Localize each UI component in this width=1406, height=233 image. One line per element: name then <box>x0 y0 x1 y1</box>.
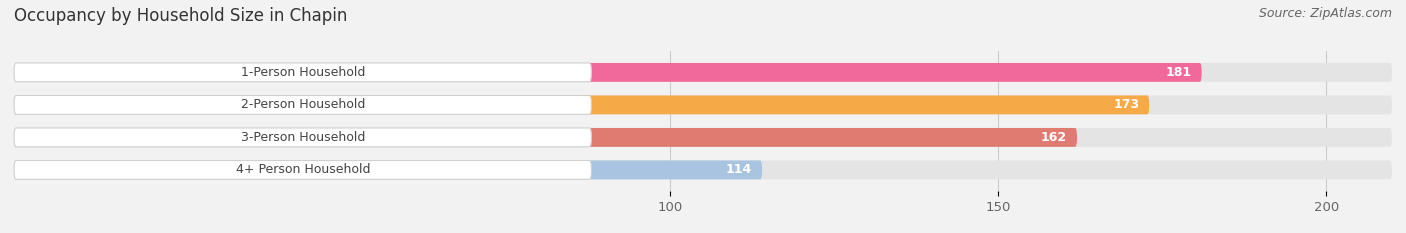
Text: 114: 114 <box>725 163 752 176</box>
Text: 181: 181 <box>1166 66 1192 79</box>
Text: 173: 173 <box>1114 98 1139 111</box>
FancyBboxPatch shape <box>14 96 1392 114</box>
Text: 1-Person Household: 1-Person Household <box>240 66 366 79</box>
FancyBboxPatch shape <box>14 128 592 147</box>
FancyBboxPatch shape <box>14 63 1392 82</box>
Text: 162: 162 <box>1040 131 1067 144</box>
Text: Source: ZipAtlas.com: Source: ZipAtlas.com <box>1258 7 1392 20</box>
FancyBboxPatch shape <box>14 63 592 82</box>
FancyBboxPatch shape <box>14 63 1202 82</box>
Text: 2-Person Household: 2-Person Household <box>240 98 366 111</box>
FancyBboxPatch shape <box>14 161 762 179</box>
Text: Occupancy by Household Size in Chapin: Occupancy by Household Size in Chapin <box>14 7 347 25</box>
FancyBboxPatch shape <box>14 96 592 114</box>
FancyBboxPatch shape <box>14 128 1392 147</box>
Text: 3-Person Household: 3-Person Household <box>240 131 366 144</box>
FancyBboxPatch shape <box>14 128 1077 147</box>
Text: 4+ Person Household: 4+ Person Household <box>236 163 370 176</box>
FancyBboxPatch shape <box>14 161 592 179</box>
FancyBboxPatch shape <box>14 96 1149 114</box>
FancyBboxPatch shape <box>14 161 1392 179</box>
